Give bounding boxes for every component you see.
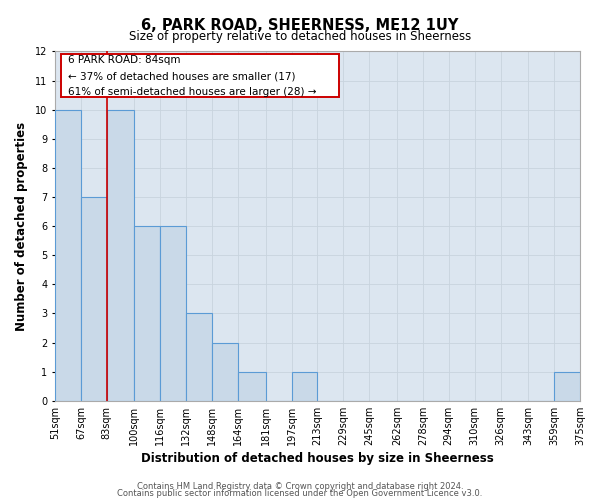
X-axis label: Distribution of detached houses by size in Sheerness: Distribution of detached houses by size … bbox=[141, 452, 494, 465]
Text: 61% of semi-detached houses are larger (28) →: 61% of semi-detached houses are larger (… bbox=[68, 86, 316, 97]
FancyBboxPatch shape bbox=[61, 54, 338, 96]
Bar bbox=[212, 342, 238, 401]
Text: Contains public sector information licensed under the Open Government Licence v3: Contains public sector information licen… bbox=[118, 489, 482, 498]
Bar bbox=[292, 372, 317, 401]
Bar bbox=[238, 372, 266, 401]
Bar bbox=[554, 372, 580, 401]
Bar bbox=[186, 314, 212, 401]
Text: ← 37% of detached houses are smaller (17): ← 37% of detached houses are smaller (17… bbox=[68, 71, 295, 81]
Text: 6 PARK ROAD: 84sqm: 6 PARK ROAD: 84sqm bbox=[68, 56, 180, 66]
Bar bbox=[55, 110, 81, 401]
Bar bbox=[81, 197, 107, 401]
Y-axis label: Number of detached properties: Number of detached properties bbox=[15, 122, 28, 330]
Bar bbox=[134, 226, 160, 401]
Bar bbox=[107, 110, 134, 401]
Text: 6, PARK ROAD, SHEERNESS, ME12 1UY: 6, PARK ROAD, SHEERNESS, ME12 1UY bbox=[142, 18, 458, 32]
Text: Contains HM Land Registry data © Crown copyright and database right 2024.: Contains HM Land Registry data © Crown c… bbox=[137, 482, 463, 491]
Text: Size of property relative to detached houses in Sheerness: Size of property relative to detached ho… bbox=[129, 30, 471, 43]
Bar bbox=[160, 226, 186, 401]
